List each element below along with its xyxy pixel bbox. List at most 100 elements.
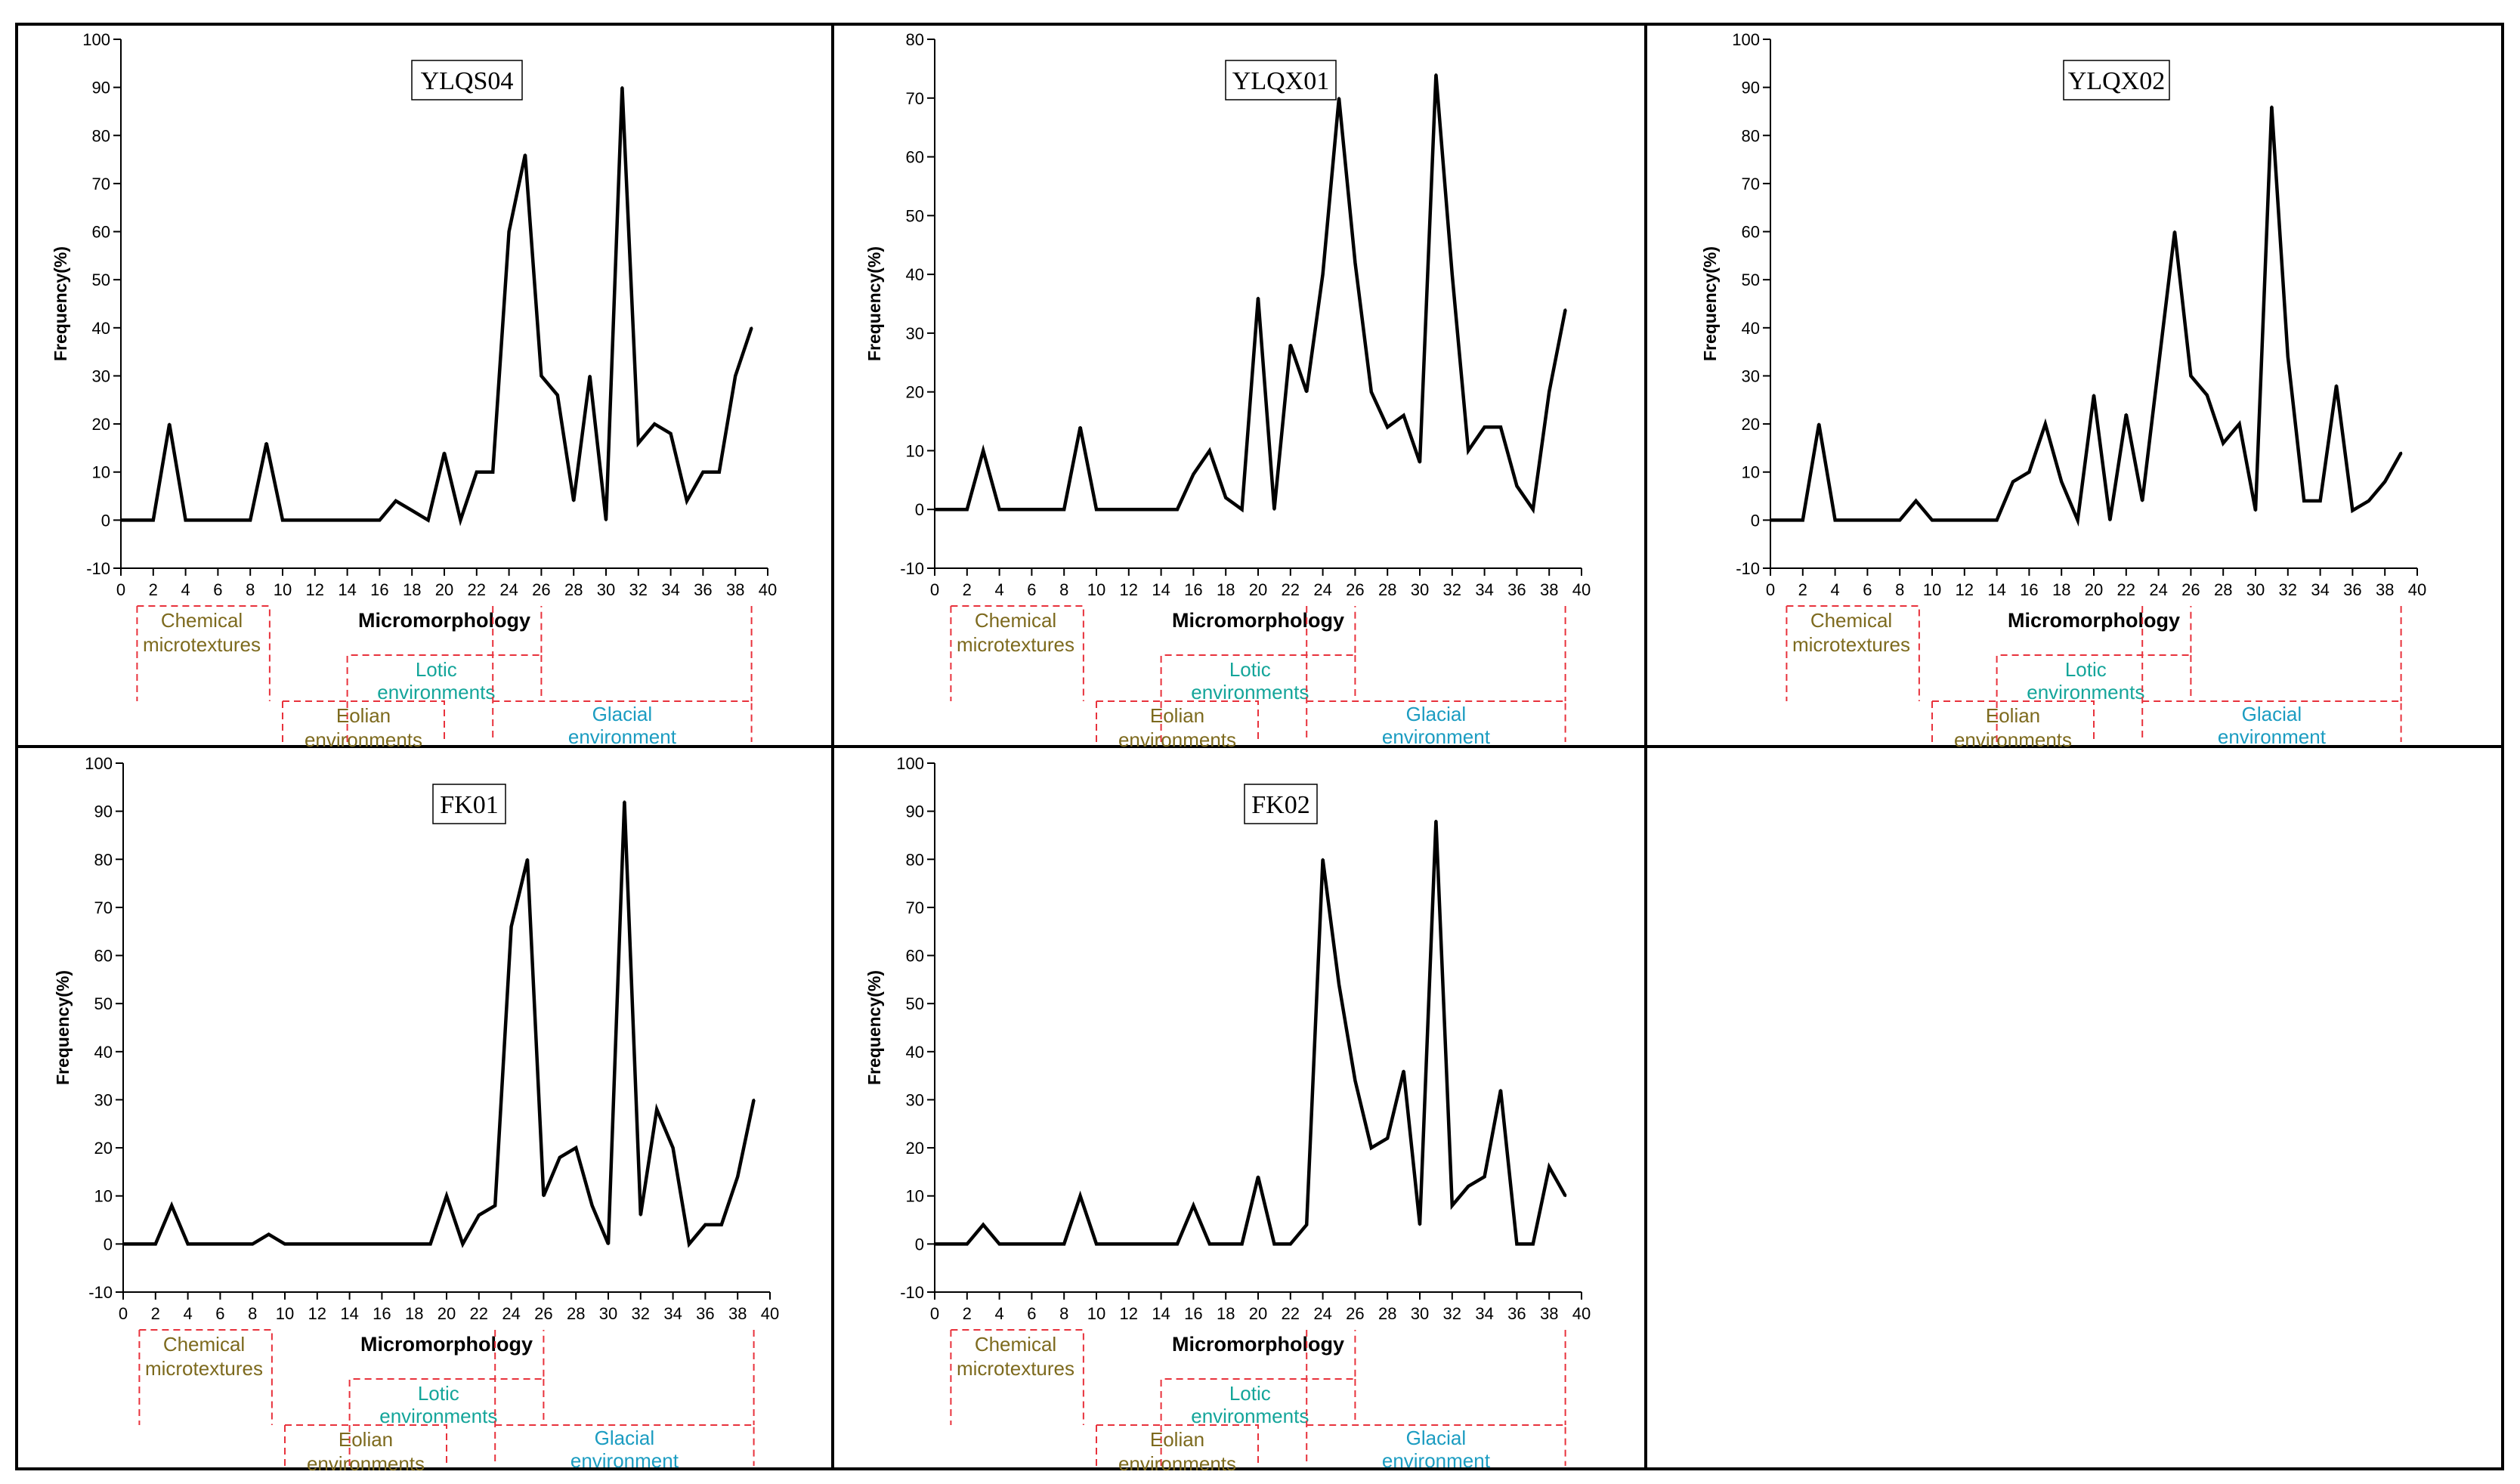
data-point — [1079, 425, 1082, 428]
x-tick-label: 28 — [1378, 580, 1396, 599]
zone-glacial-label: environment — [2218, 725, 2327, 748]
data-point — [524, 153, 527, 156]
x-tick-label: 4 — [183, 1304, 192, 1323]
zone-eolian-label: Eolian — [1150, 704, 1204, 727]
data-point — [639, 1213, 642, 1217]
x-tick-label: 2 — [963, 1304, 972, 1323]
y-axis-label: Frequency(%) — [864, 246, 884, 361]
data-point — [1898, 518, 1901, 521]
zone-lotic-label: Lotic — [1229, 1382, 1271, 1405]
data-point — [589, 374, 592, 377]
data-point — [1353, 1079, 1356, 1082]
data-point — [1192, 1204, 1195, 1207]
zone-lotic-label: environments — [1191, 1405, 1309, 1427]
data-point — [168, 422, 171, 425]
y-tick-label: -10 — [900, 559, 924, 578]
data-point — [429, 1242, 432, 1245]
data-point — [1305, 391, 1308, 394]
y-tick-label: 100 — [1732, 30, 1760, 49]
data-point — [187, 1242, 190, 1245]
data-point — [1386, 1136, 1389, 1139]
y-tick-label: 100 — [896, 754, 924, 773]
zone-chemical-label: microtextures — [1792, 633, 1910, 656]
data-point — [2351, 509, 2354, 512]
x-tick-label: 40 — [2408, 580, 2426, 599]
x-tick-label: 22 — [2117, 580, 2135, 599]
x-tick-label: 0 — [119, 1304, 128, 1323]
data-point — [1353, 261, 1356, 264]
y-tick-label: 10 — [92, 463, 110, 482]
data-point — [591, 1204, 594, 1207]
data-point — [1127, 508, 1130, 511]
x-tick-label: 14 — [1152, 580, 1170, 599]
x-tick-label: 26 — [532, 580, 550, 599]
zone-glacial-label: Glacial — [592, 703, 652, 725]
x-tick-label: 0 — [930, 1304, 939, 1323]
y-axis-label: Frequency(%) — [51, 246, 70, 361]
data-point — [1111, 508, 1114, 511]
data-point — [508, 230, 511, 233]
y-tick-label: 40 — [906, 265, 924, 284]
zone-eolian-label: environments — [305, 728, 422, 751]
y-tick-label: 30 — [94, 1090, 113, 1109]
data-point — [2287, 355, 2290, 358]
y-tick-label: 50 — [906, 994, 924, 1013]
zone-glacial-label: environment — [568, 725, 677, 748]
data-point — [459, 518, 462, 521]
data-point — [135, 518, 138, 521]
y-tick-label: 10 — [1742, 463, 1760, 482]
data-point — [734, 374, 737, 377]
zone-eolian-label: environments — [1118, 1452, 1236, 1475]
data-point — [966, 508, 969, 511]
data-point — [1515, 484, 1518, 487]
x-tick-label: 18 — [405, 1304, 423, 1323]
data-point — [1272, 508, 1275, 511]
data-point — [1434, 73, 1437, 76]
data-point — [1418, 1223, 1421, 1226]
x-tick-label: 28 — [567, 1304, 585, 1323]
data-point — [200, 518, 203, 521]
x-tick-label: 6 — [215, 1304, 224, 1323]
chart-title-box — [1225, 60, 1337, 100]
data-point — [1176, 508, 1179, 511]
data-point — [1564, 308, 1567, 311]
zone-lotic-box — [346, 606, 543, 742]
data-point — [510, 925, 513, 928]
data-point — [966, 1242, 969, 1245]
zone-micromorphology-label: Micromorphology — [1172, 1333, 1344, 1356]
data-point — [1014, 508, 1017, 511]
y-tick-label: 80 — [906, 30, 924, 49]
y-axis-label: Frequency(%) — [864, 970, 884, 1085]
data-point — [2270, 105, 2273, 108]
y-tick-label: 60 — [1742, 223, 1760, 242]
data-point — [1014, 1242, 1017, 1245]
zone-lotic-box — [1996, 606, 2192, 742]
y-tick-label: 100 — [82, 30, 110, 49]
x-tick-label: 36 — [1507, 580, 1526, 599]
data-point — [203, 1242, 206, 1245]
data-point — [1931, 518, 1934, 521]
y-tick-label: 60 — [92, 223, 110, 242]
chart-title: YLQS04 — [421, 67, 514, 95]
x-tick-label: 34 — [663, 1304, 682, 1323]
y-tick-label: 70 — [92, 175, 110, 193]
x-tick-label: 12 — [308, 1304, 326, 1323]
data-point — [1817, 422, 1820, 425]
x-tick-label: 10 — [276, 1304, 294, 1323]
data-point — [736, 1175, 739, 1178]
zone-eolian-label: environments — [307, 1452, 425, 1475]
zone-glacial-label: environment — [1382, 1449, 1491, 1472]
zone-eolian-label: environments — [1118, 728, 1236, 751]
data-point — [1499, 425, 1502, 428]
data-point — [750, 326, 753, 329]
zone-glacial-label: Glacial — [2242, 703, 2302, 725]
x-tick-label: 10 — [274, 580, 292, 599]
x-tick-label: 18 — [403, 580, 421, 599]
data-point — [2108, 518, 2111, 521]
x-tick-label: 26 — [1346, 580, 1364, 599]
y-tick-label: 60 — [906, 947, 924, 966]
data-point — [1079, 1195, 1082, 1198]
